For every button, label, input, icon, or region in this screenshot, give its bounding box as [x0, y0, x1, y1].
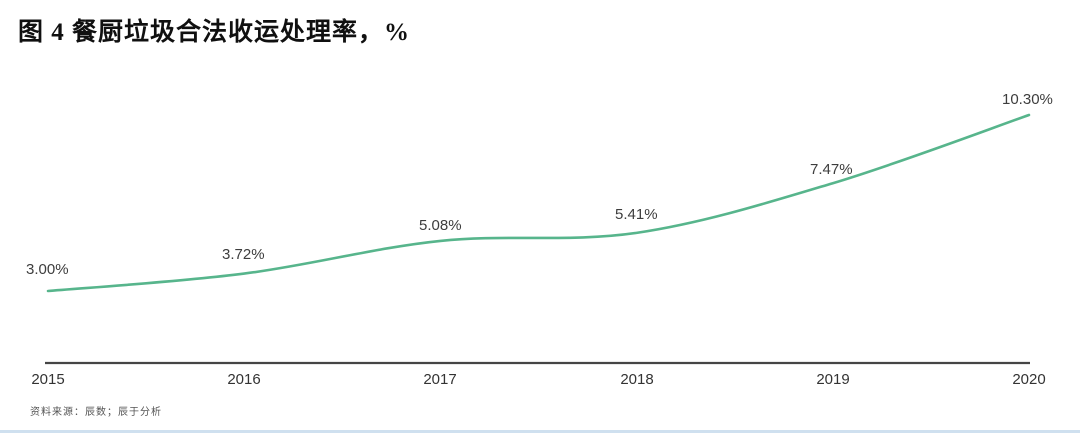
x-tick-label: 2020: [1012, 371, 1046, 388]
x-tick-label: 2018: [620, 371, 654, 388]
bottom-divider: [0, 430, 1080, 433]
data-label: 3.72%: [222, 246, 265, 263]
data-label: 5.08%: [419, 217, 462, 234]
x-tick-label: 2017: [423, 371, 457, 388]
data-label: 3.00%: [26, 261, 69, 278]
x-tick-label: 2019: [816, 371, 850, 388]
trend-line: [46, 113, 1031, 293]
source-note: 资料来源：辰数；辰于分析: [30, 407, 162, 418]
data-label: 10.30%: [1002, 91, 1053, 108]
x-tick-label: 2016: [227, 371, 261, 388]
data-label: 7.47%: [810, 161, 853, 178]
data-label: 5.41%: [615, 206, 658, 223]
x-tick-label: 2015: [31, 371, 65, 388]
figure-title: 图 4 餐厨垃圾合法收运处理率，%: [18, 19, 411, 46]
